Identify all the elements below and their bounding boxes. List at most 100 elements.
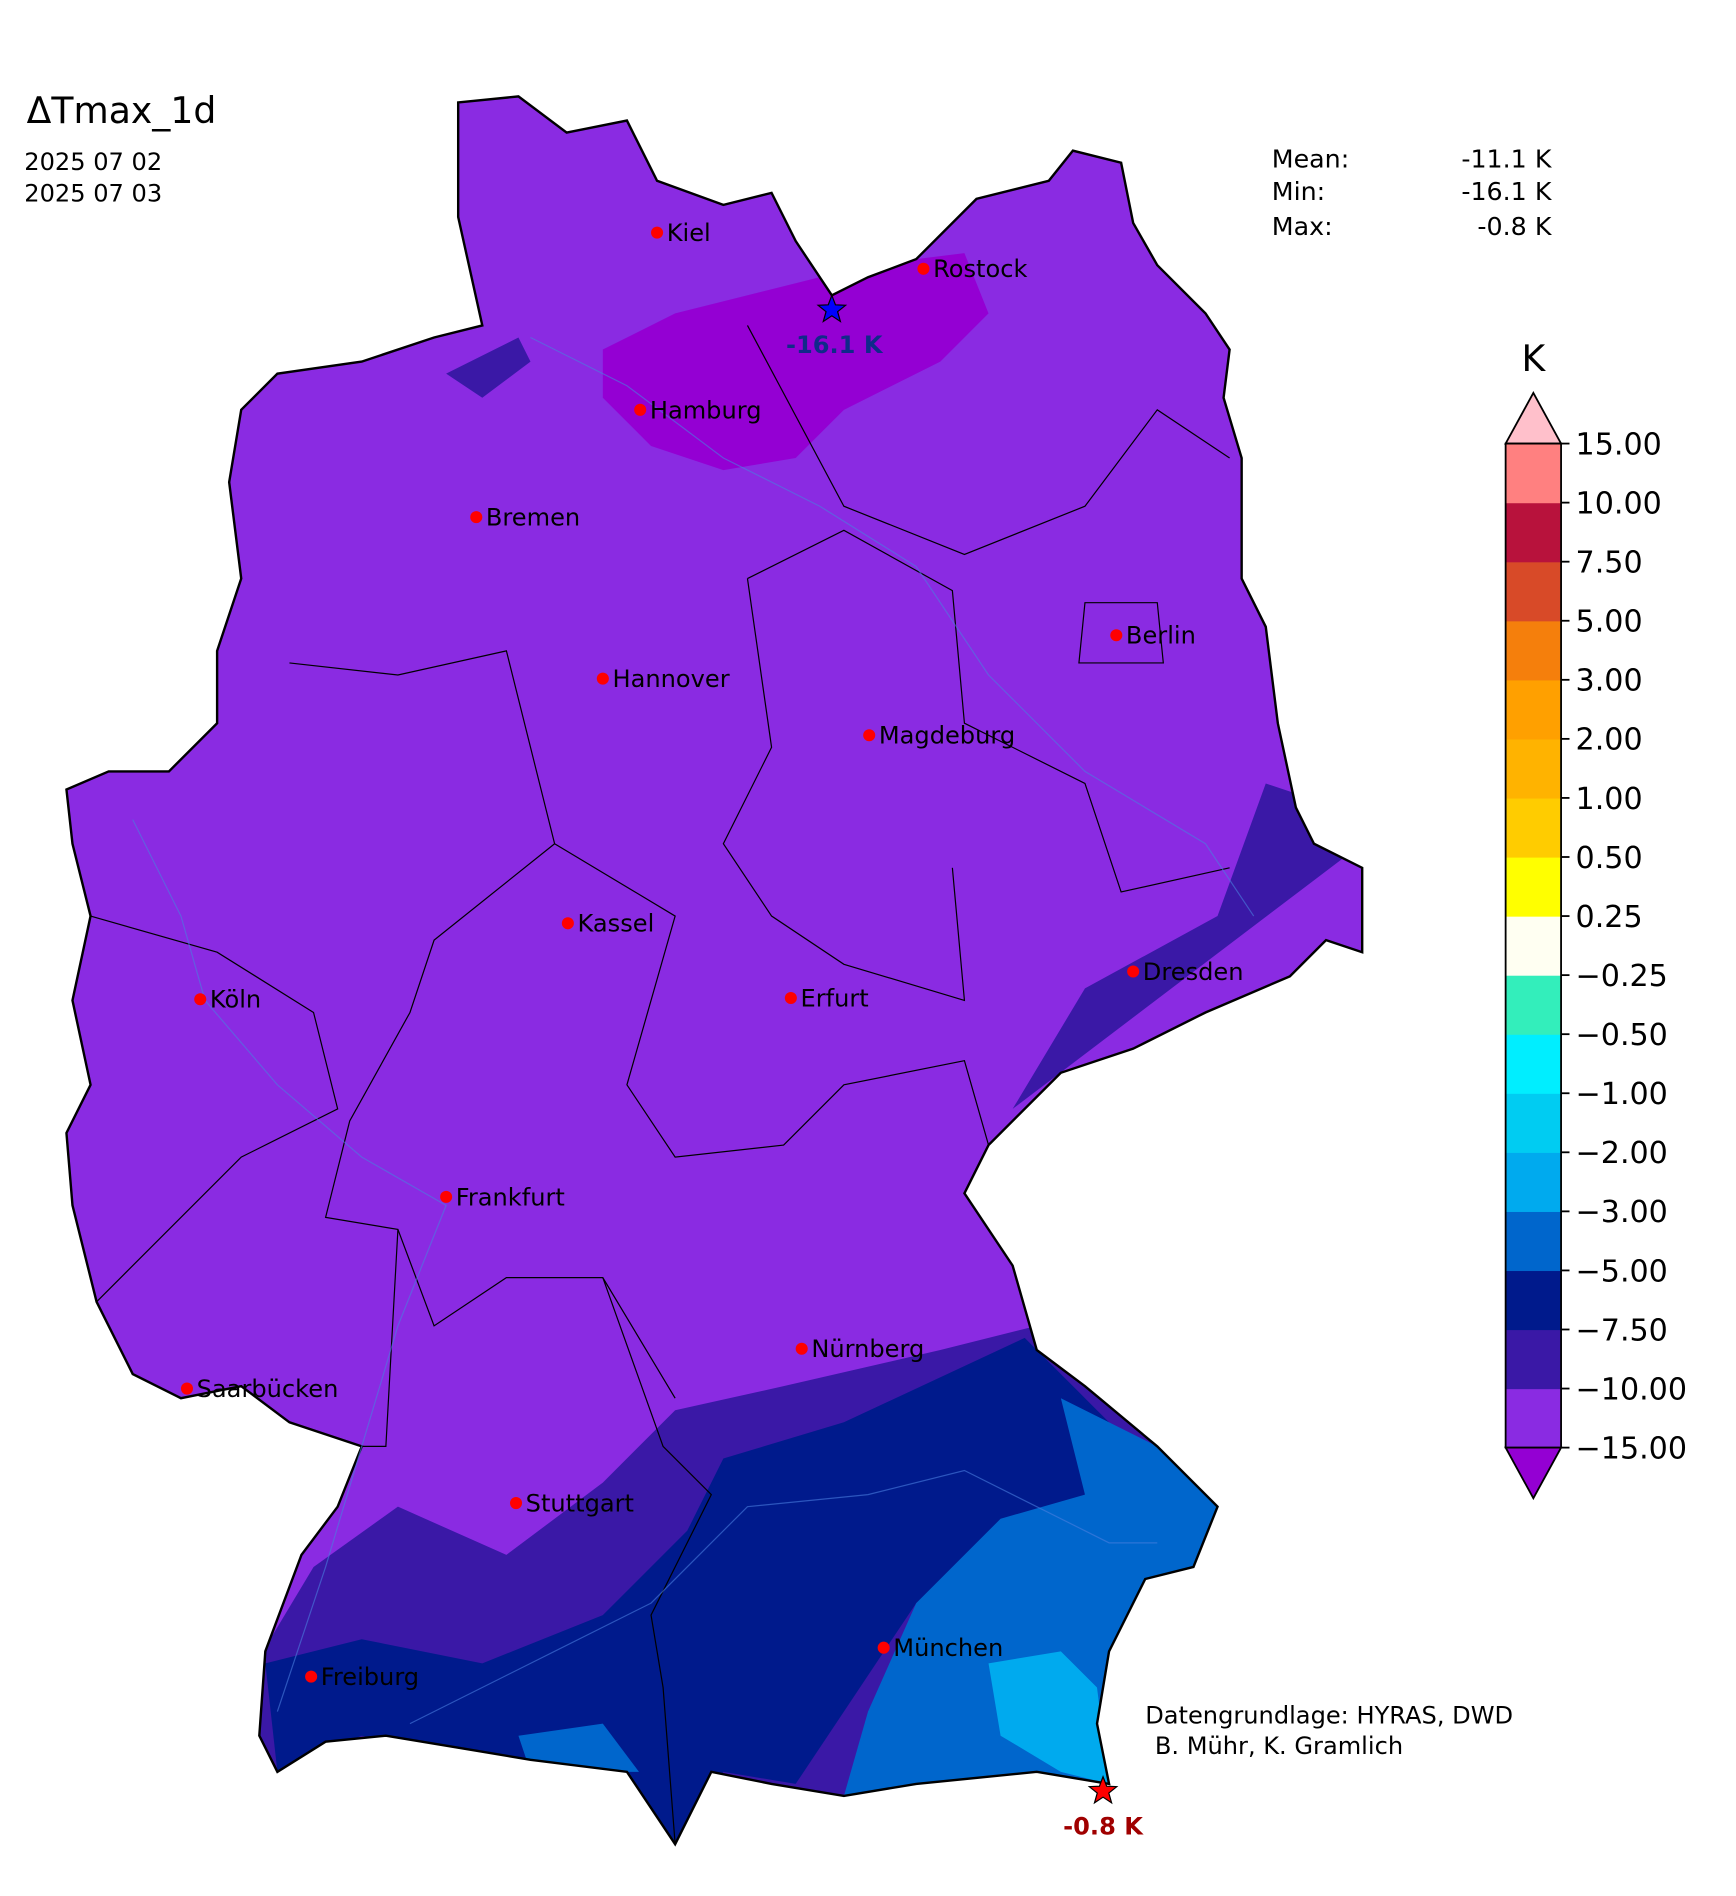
state-border xyxy=(361,1229,399,1448)
extreme-marker xyxy=(1087,1774,1119,1805)
state-border xyxy=(90,915,339,1303)
overlays: Mean: -11.1 K Min: -16.1 K Max: -0.8 K −15.00 −… xyxy=(180,145,1687,1841)
state-borders xyxy=(90,325,1230,1845)
river xyxy=(409,1469,1158,1725)
city-label: Saarbücken xyxy=(197,1375,339,1403)
state-border xyxy=(747,529,1230,893)
colorbar-segment xyxy=(1505,1211,1562,1272)
city-dot xyxy=(440,1190,453,1203)
city-label: München xyxy=(893,1634,1003,1662)
colorbar-segment xyxy=(1505,916,1562,976)
region-coldest xyxy=(602,253,989,471)
city-dot xyxy=(596,672,609,685)
city-label: Nürnberg xyxy=(811,1335,924,1363)
colorbar-over xyxy=(1504,391,1563,445)
city-label: Stuttgart xyxy=(526,1489,634,1517)
colorbar-segment xyxy=(1505,502,1562,563)
region-cold-3 xyxy=(446,337,531,398)
city-dot xyxy=(561,917,574,930)
city-label: Erfurt xyxy=(801,984,869,1012)
colorbar-segment xyxy=(1505,738,1562,799)
map-title: ΔTmax_1d xyxy=(27,89,217,132)
state-border xyxy=(722,578,966,1002)
colorbar-segment xyxy=(1505,975,1562,1035)
colorbar-tick-label: 1.00 xyxy=(1576,782,1643,817)
colorbar-segment xyxy=(1505,1329,1562,1390)
city-dot xyxy=(470,511,483,524)
city-label: Freiburg xyxy=(321,1663,419,1691)
colorbar-tick-label: 15.00 xyxy=(1576,427,1662,462)
colorbar-segment xyxy=(1505,561,1562,622)
city-label: Dresden xyxy=(1143,958,1244,986)
colorbar-tick-label: −2.00 xyxy=(1576,1136,1668,1171)
river xyxy=(530,336,1255,917)
city-label: Kassel xyxy=(578,910,655,938)
colorbar-tick-label: 10.00 xyxy=(1576,486,1662,521)
city-dot xyxy=(1110,629,1123,642)
city-dot xyxy=(634,403,647,416)
city-dot xyxy=(863,729,876,742)
city-dot xyxy=(784,991,797,1005)
state-border xyxy=(746,325,1230,556)
region-mild-2 xyxy=(518,1723,639,1772)
date: 2025 07 03 xyxy=(24,179,162,207)
colorbar-segment xyxy=(1505,1152,1562,1212)
city-label: Berlin xyxy=(1126,622,1196,650)
state-border xyxy=(602,1277,713,1845)
border xyxy=(65,95,1364,1847)
colorbar-segment xyxy=(1505,1270,1562,1331)
city-label: Frankfurt xyxy=(456,1183,565,1211)
state-border xyxy=(324,843,676,1399)
city-dot xyxy=(510,1497,523,1510)
colorbar-tick-label: −10.00 xyxy=(1576,1372,1687,1407)
colorbar-tick-label: −3.00 xyxy=(1576,1195,1668,1230)
colorbar-tick-label: −7.50 xyxy=(1576,1313,1668,1348)
colorbar-tick-label: 5.00 xyxy=(1576,605,1643,640)
stat-label: Mean: xyxy=(1272,145,1349,174)
stat-value: -0.8 K xyxy=(1477,212,1552,241)
city-dot xyxy=(194,993,207,1006)
colorbar-segment xyxy=(1505,679,1562,740)
city-label: Kiel xyxy=(667,219,711,247)
colorbar-segment xyxy=(1505,1388,1562,1449)
state-border xyxy=(1078,602,1164,664)
colorbar-tick-label: 3.00 xyxy=(1576,664,1643,699)
city-dot xyxy=(180,1382,194,1395)
city-dot xyxy=(305,1670,318,1683)
colorbar-tick-label: −1.00 xyxy=(1576,1077,1668,1112)
credit: Datengrundlage: HYRAS, DWD xyxy=(1145,1702,1513,1730)
city-label: Bremen xyxy=(486,504,580,532)
colorbar-unit: K xyxy=(1521,337,1546,380)
colorbar-segment xyxy=(1505,1093,1562,1153)
colorbar-segment xyxy=(1505,856,1562,917)
colorbar-segment xyxy=(1505,443,1562,504)
colorbar-segment xyxy=(1505,620,1562,681)
colorbar-under xyxy=(1504,1446,1563,1501)
extreme-label: -16.1 K xyxy=(786,331,884,359)
colorbar-tick-label: 2.00 xyxy=(1576,723,1643,758)
stat-value: -16.1 K xyxy=(1461,177,1552,206)
colorbar-tick-label: 0.25 xyxy=(1576,900,1643,935)
colorbar-tick-label: −0.25 xyxy=(1576,959,1668,994)
extreme-marker xyxy=(816,293,848,323)
state-border xyxy=(289,650,990,1158)
stat-label: Min: xyxy=(1272,177,1325,206)
region-mild-1 xyxy=(843,1398,1218,1796)
date: 2025 07 02 xyxy=(24,148,162,176)
region-mild-3 xyxy=(988,1651,1110,1784)
city-dot xyxy=(877,1641,890,1654)
colorbar-segment xyxy=(1505,797,1562,858)
city-label: Hamburg xyxy=(650,396,762,424)
city-dot xyxy=(795,1342,808,1355)
city-label: Magdeburg xyxy=(879,722,1015,750)
stat-label: Max: xyxy=(1272,212,1333,241)
city-dot xyxy=(917,262,930,275)
city-label: Hannover xyxy=(612,665,729,693)
region-cold-4 xyxy=(265,1337,1158,1845)
colorbar-frame xyxy=(1504,442,1562,1449)
city-label: Köln xyxy=(210,986,261,1014)
stat-value: -11.1 K xyxy=(1461,145,1552,174)
colorbar-tick-label: 7.50 xyxy=(1576,546,1643,581)
